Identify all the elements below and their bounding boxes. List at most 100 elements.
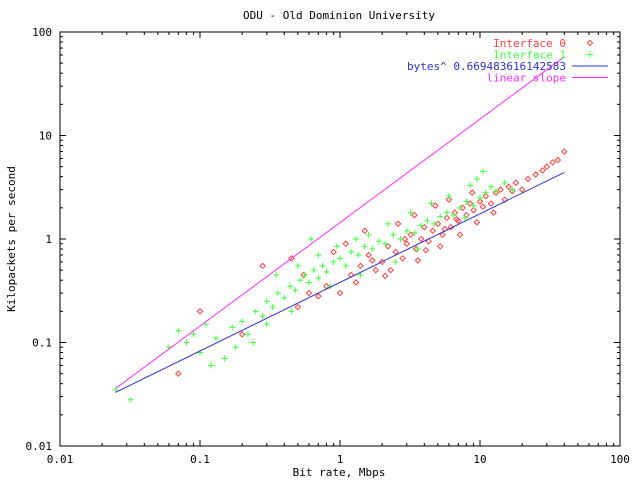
data-point-diamond: [518, 186, 526, 193]
data-point-diamond: [497, 186, 504, 193]
data-point-plus: [437, 213, 444, 220]
data-point-plus: [463, 198, 470, 205]
data-point-diamond: [294, 303, 302, 311]
data-point-diamond: [441, 225, 449, 233]
data-point-plus: [330, 258, 337, 265]
data-point-plus: [418, 222, 425, 229]
data-point-diamond: [342, 240, 350, 248]
data-point-plus: [457, 204, 464, 211]
data-point-diamond: [459, 204, 466, 212]
data-point-plus: [112, 386, 119, 393]
data-point-plus: [229, 324, 236, 331]
data-point-plus: [263, 298, 270, 305]
data-point-diamond: [361, 227, 368, 235]
data-point-diamond: [429, 227, 437, 235]
data-point-diamond: [330, 248, 337, 256]
data-point-plus: [392, 258, 399, 265]
data-point-plus: [348, 248, 355, 255]
data-point-plus: [411, 229, 418, 236]
data-point-plus: [252, 308, 259, 315]
x-tick-label: 10: [473, 453, 486, 466]
data-point-plus: [263, 321, 270, 328]
data-point-plus: [244, 331, 251, 338]
data-point-plus: [470, 202, 477, 209]
data-point-diamond: [466, 200, 474, 207]
data-point-diamond: [554, 156, 562, 164]
data-point-diamond: [259, 262, 266, 270]
data-point-plus: [369, 246, 376, 253]
data-point-plus: [355, 252, 362, 259]
data-point-plus: [337, 255, 343, 262]
data-point-plus: [488, 183, 495, 190]
data-point-diamond: [473, 218, 481, 226]
y-tick-labels: 0.01 0.1 1 10 100: [26, 26, 53, 453]
data-point-diamond: [490, 209, 497, 216]
x-axis-label: Bit rate, Mbps: [293, 466, 386, 479]
data-point-plus: [232, 344, 239, 351]
data-point-plus: [443, 209, 450, 216]
data-point-plus: [301, 271, 308, 278]
data-point-plus: [365, 231, 372, 238]
data-point-diamond: [539, 167, 546, 174]
data-point-diamond: [439, 231, 446, 239]
data-point-plus: [175, 327, 182, 334]
x-tick-label: 1: [337, 453, 344, 466]
data-point-plus: [407, 209, 414, 216]
data-point-plus: [221, 355, 228, 362]
data-point-plus: [307, 236, 314, 242]
data-point-diamond: [476, 198, 484, 205]
plot-frame: [59, 31, 621, 447]
data-point-diamond: [434, 220, 442, 228]
data-point-plus: [384, 220, 391, 227]
data-point-plus: [473, 175, 480, 182]
series-line: [115, 56, 565, 389]
data-point-diamond: [453, 215, 460, 223]
legend-label: Interface 0: [493, 37, 566, 50]
data-point-plus: [587, 51, 593, 58]
data-point-plus: [352, 236, 359, 242]
data-point-diamond: [532, 171, 540, 178]
data-point-diamond: [492, 189, 500, 197]
x-tick-labels: 0.01 0.1 1 10 100: [47, 453, 630, 466]
data-point-diamond: [407, 231, 415, 239]
data-point-plus: [287, 283, 294, 290]
data-point-diamond: [305, 289, 313, 297]
data-point-diamond: [456, 231, 464, 239]
series-layer: [112, 56, 568, 403]
data-point-plus: [273, 271, 280, 278]
data-point-plus: [382, 240, 389, 247]
data-point-diamond: [501, 196, 508, 203]
data-point-plus: [259, 313, 266, 320]
data-point-diamond: [524, 175, 532, 183]
data-point-plus: [467, 182, 474, 189]
data-point-plus: [315, 274, 322, 281]
data-point-diamond: [352, 279, 360, 286]
data-point-plus: [450, 212, 457, 219]
data-point-plus: [294, 262, 301, 269]
y-tick-label: 10: [39, 130, 52, 143]
series-bytes-0-669483616142583: [115, 171, 565, 393]
data-point-diamond: [560, 148, 568, 155]
data-point-plus: [208, 362, 215, 369]
data-point-diamond: [238, 330, 246, 338]
data-point-diamond: [196, 308, 204, 315]
series-line: [115, 171, 565, 393]
chart-title: ODU - Old Dominion University: [243, 9, 435, 22]
data-point-plus: [397, 236, 404, 242]
series-interface-1: [112, 168, 516, 403]
data-point-diamond: [479, 203, 487, 211]
legend-label: Interface 1: [493, 49, 566, 62]
data-point-diamond: [387, 266, 394, 274]
data-point-diamond: [300, 271, 307, 279]
data-point-diamond: [455, 217, 462, 225]
data-point-diamond: [451, 209, 459, 216]
legend-label: linear slope: [487, 72, 566, 85]
data-point-diamond: [445, 196, 453, 203]
data-point-diamond: [411, 211, 418, 219]
y-tick-label: 1: [45, 233, 52, 246]
data-point-diamond: [422, 246, 430, 254]
data-point-diamond: [447, 223, 455, 231]
data-point-plus: [357, 271, 364, 278]
data-point-plus: [479, 168, 486, 175]
